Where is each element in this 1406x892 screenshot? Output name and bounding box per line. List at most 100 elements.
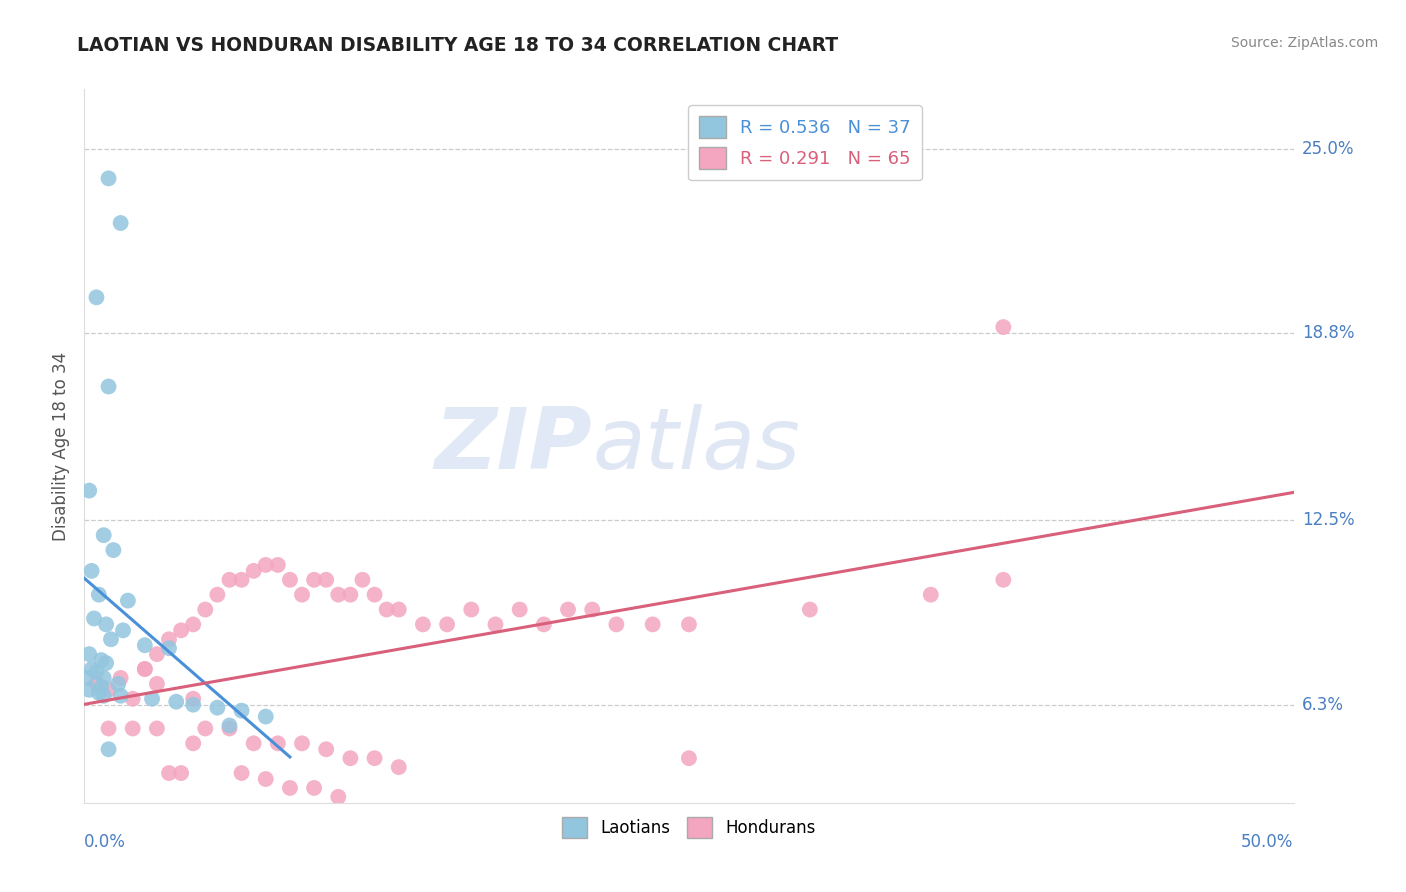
Point (97, 682, 120, 697)
Point (291, 736, 314, 750)
Point (231, 704, 253, 718)
Point (920, 588, 942, 602)
Point (97, 742, 120, 756)
Point (181, 691, 204, 706)
Point (86, 665, 108, 679)
Point (267, 558, 290, 572)
Point (328, 588, 350, 602)
Point (80, 662, 103, 676)
Point (80, 564, 103, 578)
Point (134, 638, 156, 652)
Point (77, 682, 100, 697)
Point (86, 677, 108, 691)
Point (436, 617, 458, 632)
Text: 12.5%: 12.5% (1302, 511, 1354, 529)
Point (242, 564, 264, 578)
Point (146, 677, 169, 691)
Point (121, 691, 143, 706)
Point (533, 617, 555, 632)
Point (291, 588, 314, 602)
Point (231, 766, 253, 780)
Point (110, 689, 132, 703)
Point (87, 686, 110, 700)
Point (94, 617, 117, 632)
Point (460, 602, 482, 616)
Point (157, 766, 180, 780)
Point (141, 691, 163, 706)
Point (110, 671, 132, 685)
Point (181, 617, 204, 632)
Point (165, 695, 187, 709)
Point (134, 662, 156, 676)
Point (107, 677, 129, 691)
Point (157, 641, 180, 656)
Point (97, 379, 120, 393)
Point (207, 588, 229, 602)
Point (678, 751, 700, 765)
Point (93, 528, 115, 542)
Text: 6.3%: 6.3% (1302, 696, 1344, 714)
Point (412, 617, 434, 632)
Text: ZIP: ZIP (434, 404, 592, 488)
Point (86, 290, 108, 304)
Point (315, 742, 337, 756)
Point (77, 647, 100, 661)
Point (375, 602, 398, 616)
Point (93, 689, 115, 703)
Text: 0.0%: 0.0% (84, 833, 127, 851)
Text: Source: ZipAtlas.com: Source: ZipAtlas.com (1230, 36, 1378, 50)
Point (170, 766, 193, 780)
Text: 25.0%: 25.0% (1302, 140, 1354, 158)
Point (254, 709, 277, 723)
Point (993, 573, 1015, 587)
Point (254, 558, 277, 572)
Point (328, 789, 350, 804)
Point (97, 171, 120, 186)
Point (207, 700, 229, 714)
Point (302, 573, 325, 587)
Point (278, 573, 301, 587)
Point (90, 680, 112, 694)
Point (363, 751, 385, 765)
Point (339, 588, 361, 602)
Point (100, 632, 122, 647)
Point (218, 718, 240, 732)
Point (363, 588, 385, 602)
Point (352, 573, 374, 587)
Y-axis label: Disability Age 18 to 34: Disability Age 18 to 34 (52, 351, 70, 541)
Point (134, 662, 156, 676)
Point (90, 653, 112, 667)
Point (97, 722, 120, 736)
Point (388, 760, 411, 774)
Text: LAOTIAN VS HONDURAN DISABILITY AGE 18 TO 34 CORRELATION CHART: LAOTIAN VS HONDURAN DISABILITY AGE 18 TO… (77, 36, 838, 54)
Point (103, 543, 125, 558)
Point (157, 632, 180, 647)
Point (194, 602, 217, 616)
Point (83, 611, 105, 625)
Text: 18.8%: 18.8% (1302, 324, 1354, 342)
Point (117, 593, 139, 607)
Point (799, 602, 821, 616)
Point (254, 772, 277, 786)
Point (194, 722, 217, 736)
Point (170, 624, 193, 638)
Point (181, 736, 204, 750)
Text: 50.0%: 50.0% (1241, 833, 1294, 851)
Point (181, 698, 204, 712)
Point (302, 780, 325, 795)
Point (110, 216, 132, 230)
Point (641, 617, 664, 632)
Point (121, 722, 143, 736)
Point (339, 751, 361, 765)
Point (678, 617, 700, 632)
Point (77, 483, 100, 498)
Point (146, 722, 169, 736)
Point (146, 647, 169, 661)
Text: atlas: atlas (592, 404, 800, 488)
Point (993, 320, 1015, 334)
Point (581, 602, 603, 616)
Point (484, 617, 506, 632)
Point (93, 671, 115, 685)
Point (112, 624, 135, 638)
Point (231, 573, 253, 587)
